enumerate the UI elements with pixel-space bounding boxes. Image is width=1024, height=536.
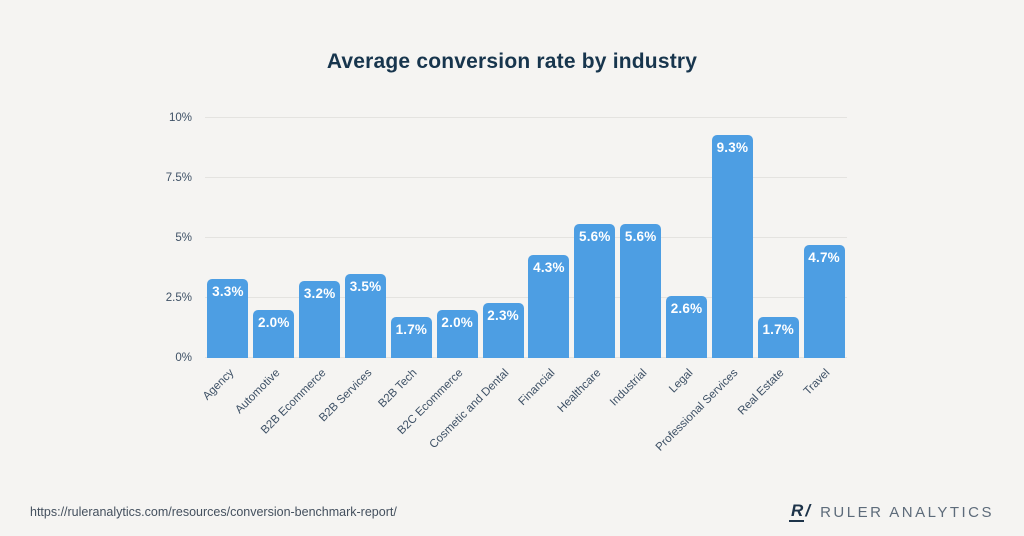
bar-healthcare: 5.6%	[574, 223, 616, 358]
bar-slot: 2.0%	[251, 118, 297, 358]
bar-cosmetic-and-dental: 2.3%	[482, 302, 524, 358]
bar-slot: 5.6%	[572, 118, 618, 358]
gridline	[205, 297, 847, 298]
chart-title: Average conversion rate by industry	[326, 50, 698, 73]
y-axis-tick-label: 0%	[175, 352, 192, 364]
brand-lockup: R / RULER ANALYTICS	[789, 502, 994, 522]
bar-value-label: 2.6%	[670, 300, 703, 316]
bar-agency: 3.3%	[207, 278, 249, 358]
ruler-analytics-logo-icon: R /	[789, 502, 810, 522]
bar-value-label: 4.3%	[533, 259, 565, 275]
gridline	[205, 117, 847, 118]
bar-value-label: 3.5%	[349, 279, 382, 294]
bar-value-label: 4.7%	[808, 250, 840, 266]
bar-value-label: 5.6%	[579, 228, 611, 244]
bar-value-label: 9.3%	[716, 139, 749, 155]
bar-slot: 9.3%	[709, 118, 755, 358]
brand-name: RULER ANALYTICS	[820, 503, 994, 521]
bar-value-label: 2.0%	[441, 315, 473, 330]
bar-industrial: 5.6%	[620, 223, 662, 358]
plot-area: 0% 2.5% 5% 7.5% 10% 3.3% 2.0% 3.2% 3.5% 1.7% 2.0% 2…	[166, 112, 847, 454]
bar-slot: 5.6%	[618, 118, 664, 358]
bar-slot: 1.7%	[755, 118, 801, 358]
bar-value-label: 3.2%	[303, 286, 336, 302]
bar-real-estate: 1.7%	[757, 317, 799, 358]
bar-travel: 4.7%	[803, 245, 845, 358]
bar-slot: 2.6%	[664, 118, 710, 358]
bar-value-label: 5.6%	[624, 228, 657, 244]
bar-slot: 3.3%	[205, 118, 251, 358]
bar-b2b-ecommerce: 3.2%	[299, 281, 341, 358]
y-axis-tick-label: 2.5%	[165, 292, 192, 304]
bar-value-label: 1.7%	[395, 322, 428, 338]
bar-b2c-ecommerce: 2.0%	[436, 310, 478, 358]
bar-automotive: 2.0%	[253, 310, 295, 358]
bar-b2b-services: 3.5%	[345, 274, 386, 358]
gridline	[205, 237, 847, 238]
bar-value-label: 1.7%	[762, 322, 795, 338]
gridline	[205, 357, 847, 358]
y-axis-tick-label: 10%	[168, 112, 192, 124]
bar-value-label: 2.3%	[487, 307, 519, 323]
logo-r-glyph: R	[789, 501, 805, 522]
bar-slot: 3.5%	[343, 118, 389, 358]
bar-professional-services: 9.3%	[711, 134, 753, 358]
bar-slot: 2.0%	[434, 118, 480, 358]
logo-slash-glyph: /	[805, 501, 811, 520]
bars: 3.3% 2.0% 3.2% 3.5% 1.7% 2.0% 2.3% 4.3% 5.6% 5.6%…	[205, 118, 847, 358]
source-url: https://ruleranalytics.com/resources/con…	[30, 505, 397, 519]
bar-value-label: 3.3%	[212, 283, 244, 299]
y-axis-tick-label: 7.5%	[165, 172, 192, 184]
bar-legal: 2.6%	[666, 295, 708, 358]
bar-slot: 4.3%	[526, 118, 572, 358]
bar-slot: 1.7%	[388, 118, 434, 358]
gridline	[205, 177, 847, 178]
y-axis-tick-label: 5%	[175, 232, 192, 244]
bar-slot: 4.7%	[801, 118, 847, 358]
bar-slot: 3.2%	[297, 118, 343, 358]
bar-slot: 2.3%	[480, 118, 526, 358]
bar-value-label: 2.0%	[257, 315, 290, 330]
x-axis-labels: Agency Automotive B2B Ecommerce B2B Service…	[201, 358, 847, 478]
bar-b2b-tech: 1.7%	[390, 317, 432, 358]
bar-financial: 4.3%	[528, 254, 570, 358]
